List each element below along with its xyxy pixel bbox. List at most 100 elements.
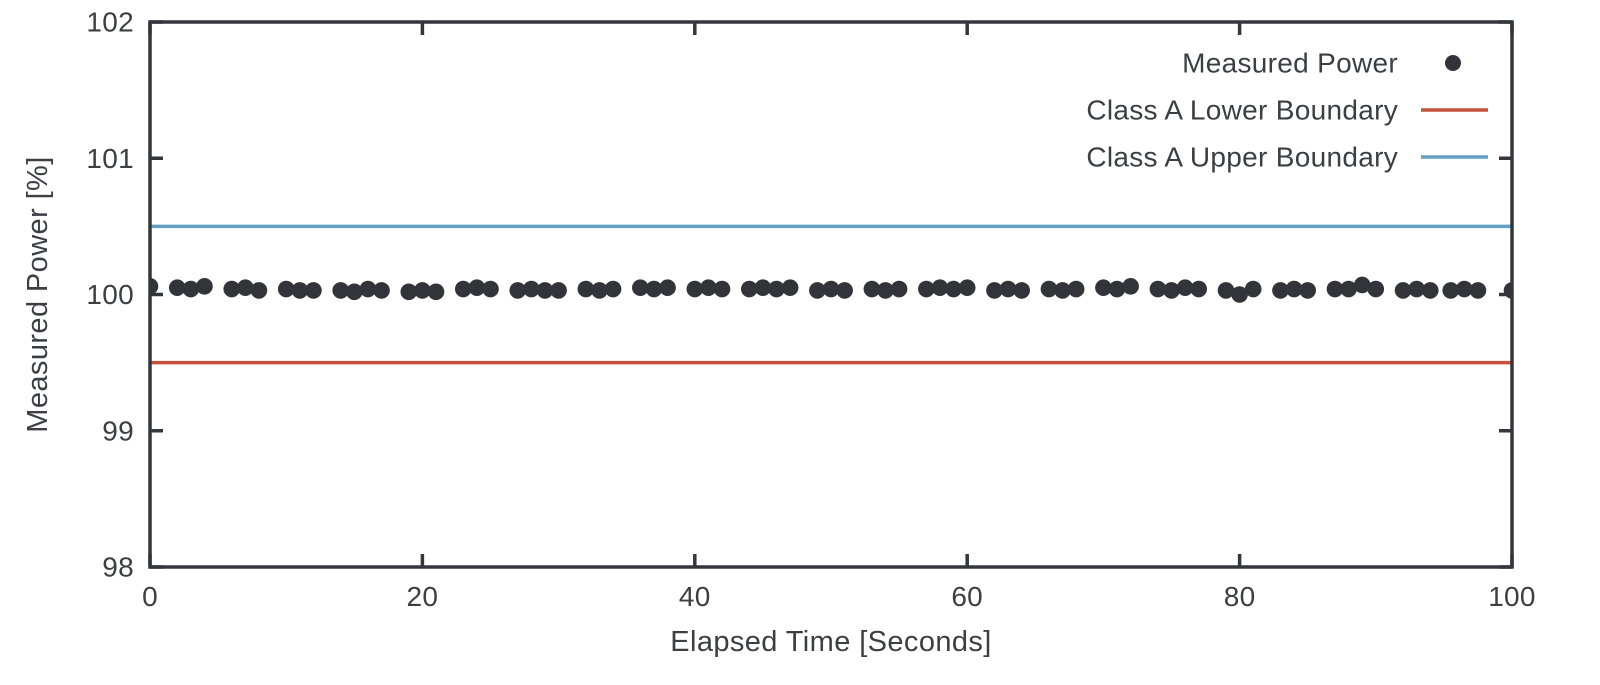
data-point <box>1013 282 1030 299</box>
data-point <box>645 280 663 298</box>
data-point <box>182 280 200 298</box>
y-tick-label: 98 <box>102 552 134 583</box>
x-tick-label: 20 <box>407 581 439 612</box>
data-point <box>427 283 445 301</box>
data-point <box>346 283 363 301</box>
x-tick-label: 60 <box>951 581 983 612</box>
data-point <box>1163 282 1180 299</box>
legend: Measured Power Class A Lower Boundary Clas… <box>1086 48 1488 173</box>
data-point <box>1367 280 1385 298</box>
data-point <box>1285 280 1303 298</box>
y-tick-label: 102 <box>86 7 134 38</box>
x-tick-label: 80 <box>1224 581 1256 612</box>
data-point <box>509 282 527 299</box>
data-point <box>373 282 390 299</box>
y-axis-title: Measured Power [%] <box>22 156 54 432</box>
data-point <box>523 280 540 298</box>
data-point <box>768 280 785 298</box>
data-point <box>1040 280 1058 298</box>
data-point <box>250 282 268 299</box>
data-point <box>305 282 322 299</box>
data-point <box>237 279 254 296</box>
data-point <box>577 280 595 298</box>
y-tick-label: 100 <box>86 279 134 310</box>
data-point <box>1244 280 1262 298</box>
data-point <box>713 280 731 298</box>
data-point <box>1095 279 1112 296</box>
data-point <box>454 280 472 298</box>
data-point <box>277 280 295 298</box>
data-point <box>659 279 676 296</box>
measured-power-points <box>150 276 1512 303</box>
data-point <box>1108 280 1126 298</box>
data-point <box>1442 282 1460 299</box>
data-point <box>196 278 213 295</box>
data-point <box>1054 282 1071 299</box>
data-point <box>740 280 758 298</box>
data-point <box>536 282 554 299</box>
data-point <box>632 279 649 296</box>
legend-label: Class A Upper Boundary <box>1086 142 1398 173</box>
data-point <box>1353 276 1371 294</box>
data-point <box>1231 286 1248 303</box>
data-point <box>223 280 241 298</box>
data-point <box>1272 282 1289 299</box>
data-point <box>931 279 949 296</box>
data-point <box>1421 282 1439 299</box>
data-point <box>986 282 1003 299</box>
data-point <box>863 280 881 298</box>
data-point <box>359 280 377 298</box>
data-point <box>958 279 976 296</box>
data-point <box>150 278 159 295</box>
data-point <box>754 279 772 296</box>
data-point <box>877 282 894 299</box>
data-point <box>168 279 186 296</box>
data-point <box>1340 280 1357 298</box>
y-tick-label: 99 <box>102 415 134 446</box>
legend-label: Measured Power <box>1182 48 1398 79</box>
x-tick-label: 0 <box>142 581 158 612</box>
data-point <box>1067 280 1085 298</box>
legend-row: Measured Power <box>1182 48 1461 79</box>
data-point <box>890 280 908 298</box>
data-point <box>781 279 799 296</box>
data-point <box>1299 282 1316 299</box>
legend-row: Class A Upper Boundary <box>1086 142 1488 173</box>
data-point <box>945 280 962 298</box>
y-tick-label: 101 <box>86 143 134 174</box>
data-point <box>809 282 826 299</box>
data-point <box>550 282 567 299</box>
data-point <box>836 282 853 299</box>
data-point <box>822 280 840 298</box>
data-point <box>414 282 431 299</box>
data-point <box>1456 280 1473 298</box>
data-point <box>700 279 717 296</box>
legend-row: Class A Lower Boundary <box>1086 95 1488 126</box>
data-point <box>482 280 499 298</box>
data-point <box>999 280 1017 298</box>
data-point <box>604 280 622 298</box>
x-tick-label: 100 <box>1488 581 1536 612</box>
legend-label: Class A Lower Boundary <box>1086 95 1398 126</box>
data-point <box>1176 279 1194 296</box>
data-point <box>291 282 309 299</box>
data-point <box>332 282 349 299</box>
data-point <box>918 280 935 298</box>
x-tick-label: 40 <box>679 581 711 612</box>
data-point <box>1394 282 1412 299</box>
data-point <box>1217 282 1235 299</box>
data-point <box>1326 280 1344 298</box>
x-axis-title: Elapsed Time [Seconds] <box>670 626 992 658</box>
data-point <box>591 282 608 299</box>
data-point <box>1190 280 1208 298</box>
data-point <box>400 283 418 301</box>
data-point <box>1408 280 1425 298</box>
data-point <box>1469 282 1487 299</box>
data-point <box>1122 278 1139 295</box>
data-point <box>468 279 486 296</box>
legend-dot-marker <box>1445 55 1461 71</box>
data-point <box>1149 280 1167 298</box>
data-point <box>686 280 704 298</box>
